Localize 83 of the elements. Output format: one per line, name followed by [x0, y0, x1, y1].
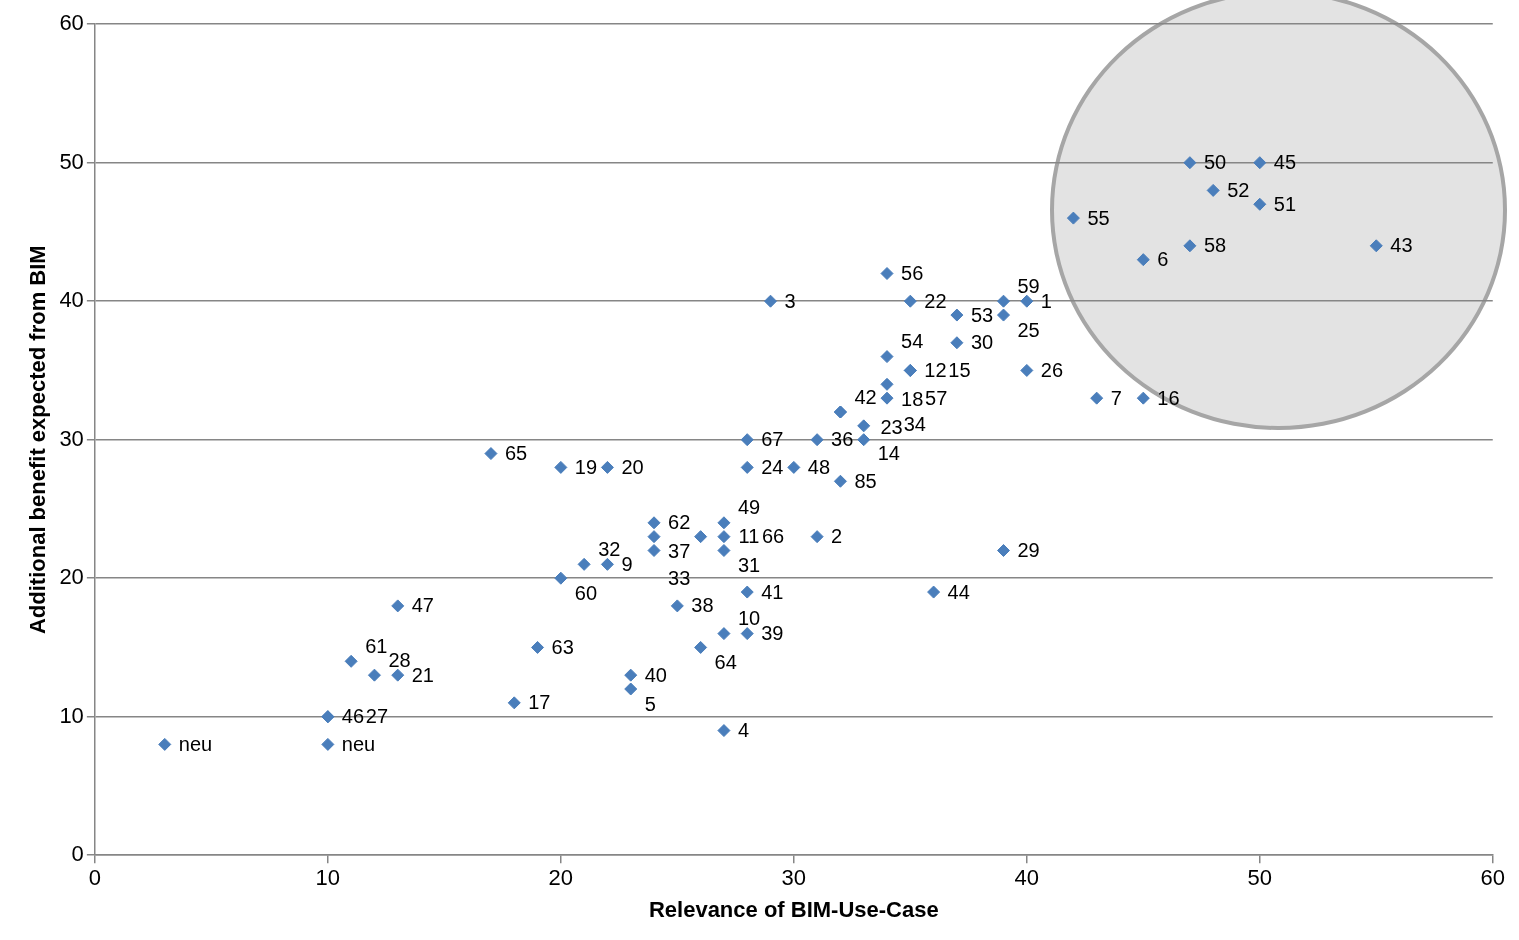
y-tick-label: 50 — [59, 148, 84, 174]
annotation: 61 — [365, 634, 388, 657]
annotation: 54 — [901, 330, 924, 353]
annotation: 18 — [901, 387, 924, 410]
y-tick-label: 60 — [59, 10, 84, 36]
x-tick-label: 10 — [315, 865, 341, 891]
annotation: 58 — [1203, 234, 1227, 257]
annotation: 67 — [761, 428, 784, 451]
annotation: 50 — [1203, 151, 1227, 174]
annotation: 55 — [1087, 206, 1110, 229]
annotation: 4 — [737, 719, 750, 742]
annotation: 15 — [948, 358, 971, 381]
annotation: 11 — [738, 525, 760, 548]
annotation: 42 — [854, 385, 877, 408]
annotation: 23 — [880, 415, 903, 438]
annotation: 36 — [831, 428, 854, 451]
annotation: 39 — [761, 622, 784, 645]
annotation: 64 — [714, 650, 737, 673]
annotation: 52 — [1227, 178, 1250, 201]
y-tick-label: 30 — [59, 425, 84, 451]
x-axis-title: Relevance of BIM-Use-Case — [648, 896, 939, 922]
annotation: 19 — [574, 455, 598, 478]
annotation: 1 — [1040, 289, 1052, 312]
annotation: 10 — [737, 607, 761, 630]
annotation: 40 — [644, 663, 667, 686]
annotation: 31 — [737, 554, 761, 577]
annotation: 28 — [388, 648, 411, 671]
x-tick-label: 20 — [548, 865, 574, 891]
y-tick-label: 20 — [59, 564, 84, 590]
x-tick-label: 30 — [781, 865, 807, 891]
annotation: neu — [178, 732, 213, 755]
annotation: 60 — [574, 581, 598, 604]
annotation: 32 — [598, 537, 621, 560]
annotation: 33 — [668, 567, 691, 590]
annotation: 24 — [761, 455, 784, 478]
y-tick-label: 10 — [59, 702, 84, 728]
annotation: 26 — [1040, 358, 1064, 381]
annotation: 30 — [970, 331, 994, 354]
annotation: 34 — [903, 413, 926, 436]
annotation: 63 — [551, 635, 574, 658]
annotation: 85 — [854, 469, 877, 492]
annotation: 66 — [761, 525, 785, 548]
annotation: 5 — [644, 692, 656, 715]
annotation: 6 — [1157, 248, 1169, 271]
annotation: 59 — [1017, 274, 1040, 297]
y-tick-label: 0 — [71, 841, 84, 867]
x-tick-label: 0 — [88, 865, 101, 891]
annotation: 44 — [947, 580, 970, 603]
annotation: 38 — [691, 594, 714, 617]
annotation: 29 — [1017, 539, 1040, 562]
x-tick-label: 40 — [1014, 865, 1040, 891]
annotation: 56 — [901, 262, 924, 285]
annotation: 49 — [737, 496, 761, 519]
annotation: 37 — [668, 540, 691, 563]
annotation: 21 — [411, 663, 434, 686]
annotation: 12 — [924, 358, 947, 381]
annotation: 48 — [807, 455, 831, 478]
annotation: 20 — [621, 455, 644, 478]
y-axis-title: Additional benefit expected from BIM — [25, 245, 51, 635]
annotation: 25 — [1017, 318, 1040, 341]
annotation: 62 — [668, 511, 691, 534]
annotation: 17 — [528, 691, 551, 714]
annotation: 27 — [365, 705, 389, 728]
annotation: 3 — [784, 289, 796, 312]
annotation: 45 — [1273, 151, 1297, 174]
annotation: 51 — [1273, 192, 1297, 215]
annotation: 43 — [1390, 234, 1413, 257]
y-tick-label: 40 — [59, 287, 84, 313]
annotation: 46 — [341, 705, 365, 728]
annotation: 47 — [411, 594, 434, 617]
annotation: 14 — [877, 442, 900, 465]
annotation: 9 — [621, 552, 633, 575]
annotation: 2 — [831, 525, 843, 548]
annotation: 7 — [1110, 386, 1122, 409]
annotation: neu — [341, 732, 376, 755]
annotation: 65 — [504, 442, 528, 465]
annotation: 22 — [924, 289, 947, 312]
annotation: 53 — [970, 303, 994, 326]
x-tick-label: 50 — [1247, 865, 1273, 891]
x-tick-label: 60 — [1480, 865, 1506, 891]
annotation: 41 — [761, 580, 784, 603]
annotation: 16 — [1157, 386, 1180, 409]
annotation: 57 — [925, 386, 948, 409]
